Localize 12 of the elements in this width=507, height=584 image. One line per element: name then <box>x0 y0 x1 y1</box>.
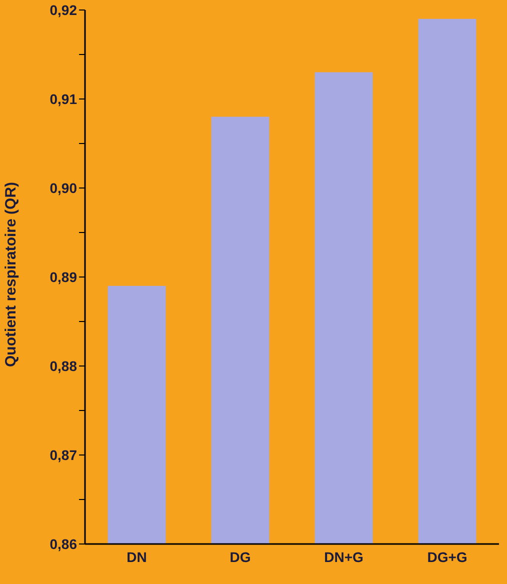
y-tick-label: 0,88 <box>50 358 78 374</box>
x-tick-label: DN+G <box>324 548 364 565</box>
y-tick-label: 0,92 <box>50 2 78 18</box>
y-tick-label: 0,86 <box>50 536 78 552</box>
y-tick-label: 0,87 <box>50 446 78 463</box>
y-tick-label: 0,91 <box>50 90 78 107</box>
y-axis-title: Quotient respiratoire (QR) <box>2 182 20 367</box>
y-tick-label: 0,90 <box>50 180 78 196</box>
x-tick-label: DG <box>230 548 251 565</box>
x-tick-label: DN <box>126 548 147 565</box>
y-tick-label: 0,89 <box>50 268 78 285</box>
x-tick-label: DG+G <box>427 548 468 565</box>
